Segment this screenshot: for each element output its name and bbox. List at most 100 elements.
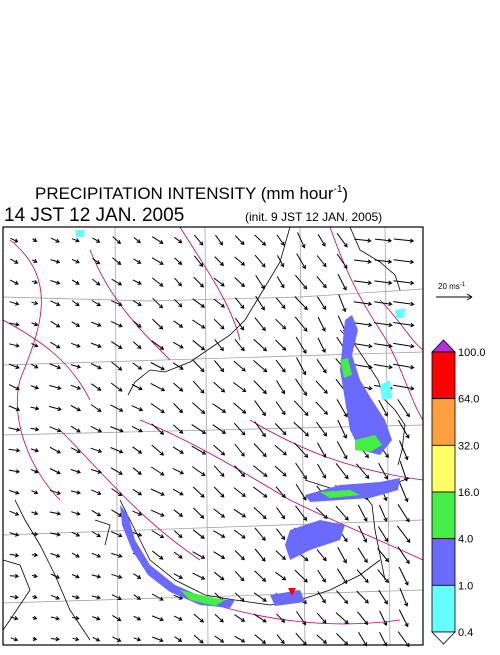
wind-arrow	[110, 467, 123, 475]
wind-arrow	[10, 594, 19, 600]
wind-arrow	[71, 531, 81, 537]
wind-arrow	[294, 569, 308, 583]
wind-arrow	[275, 318, 287, 330]
wind-arrow	[31, 300, 39, 306]
wind-arrow	[274, 423, 287, 436]
wind-arrow	[277, 255, 285, 268]
wind-arrow	[192, 466, 206, 476]
wind-arrow	[213, 571, 225, 581]
wind-arrow	[213, 486, 225, 498]
wind-arrow	[192, 380, 205, 394]
wind-arrow	[90, 468, 103, 474]
wind-arrow	[276, 634, 285, 645]
wind-arrow	[213, 551, 226, 559]
wind-arrow	[234, 465, 246, 478]
wind-arrow	[151, 530, 165, 538]
wind-arrow	[92, 237, 101, 243]
wind-arrow	[173, 403, 184, 414]
legend-level-label: 1.0	[458, 580, 473, 592]
wind-arrow	[50, 573, 60, 579]
wind-arrow	[233, 422, 246, 436]
wind-vectors	[8, 232, 415, 648]
wind-arrow	[297, 232, 306, 249]
wind-arrow	[399, 461, 408, 482]
wind-arrow	[49, 489, 61, 495]
wind-arrow	[31, 510, 39, 516]
wind-arrow	[335, 612, 349, 625]
wind-arrow	[378, 504, 388, 522]
wind-arrow	[92, 636, 101, 642]
wind-arrow	[295, 462, 307, 480]
wind-arrow	[110, 382, 123, 392]
wind-arrow	[151, 257, 164, 265]
wind-arrow	[112, 636, 122, 642]
wind-arrow	[294, 442, 309, 458]
wind-scale-label: 20 ms-1	[438, 282, 466, 291]
wind-arrow	[151, 593, 164, 601]
wind-arrow	[132, 362, 143, 370]
wind-arrow	[336, 441, 348, 460]
wind-arrow	[356, 590, 369, 604]
wind-arrow	[393, 322, 415, 328]
wind-arrow	[358, 525, 368, 543]
wind-arrow	[353, 343, 373, 349]
wind-arrow	[150, 362, 165, 371]
wind-arrow	[276, 528, 286, 541]
wind-arrow	[173, 615, 183, 621]
wind-arrow	[31, 552, 39, 558]
legend-level-label: 32.0	[458, 440, 479, 452]
wind-arrow	[32, 237, 38, 242]
wind-arrow	[31, 342, 39, 348]
legend-level-label: 16.0	[458, 487, 479, 499]
wind-arrow	[336, 568, 348, 585]
wind-arrow	[254, 421, 266, 438]
wind-arrow	[9, 510, 20, 516]
wind-arrow	[276, 234, 285, 246]
wind-arrow	[90, 404, 102, 412]
wind-arrow	[151, 615, 164, 622]
legend-level-label: 64.0	[458, 394, 479, 406]
wind-arrow	[214, 360, 225, 373]
wind-arrow	[192, 319, 206, 329]
wind-arrow	[50, 341, 61, 349]
legend-swatch	[431, 398, 456, 446]
wind-arrow	[91, 552, 102, 558]
wind-arrow	[31, 279, 39, 285]
wind-arrow	[110, 404, 124, 412]
wind-arrow	[151, 236, 164, 244]
wind-arrow	[374, 238, 393, 243]
wind-arrow	[374, 322, 393, 328]
wind-arrow	[353, 322, 373, 328]
wind-arrow	[357, 547, 368, 564]
wind-arrow	[72, 636, 80, 642]
wind-arrow	[111, 488, 123, 497]
wind-arrow	[316, 255, 327, 268]
wind-arrow	[10, 616, 19, 621]
wind-arrow	[91, 531, 101, 537]
wind-arrow	[233, 529, 246, 539]
wind-arrow	[71, 574, 80, 579]
wind-arrow	[315, 380, 328, 394]
legend-under-triangle	[431, 631, 456, 645]
wind-arrow	[10, 637, 19, 642]
wind-arrow	[91, 595, 101, 600]
wind-arrow	[295, 336, 307, 354]
legend-swatch	[431, 491, 456, 540]
wind-scale-arrowhead	[466, 293, 473, 301]
wind-arrow	[50, 532, 61, 537]
wind-arrow	[9, 553, 20, 558]
wind-arrow	[315, 401, 328, 415]
wind-arrow	[133, 237, 141, 244]
wind-arrow	[91, 489, 102, 495]
wind-arrow	[393, 342, 415, 349]
valid-time: 14 JST 12 JAN. 2005	[4, 205, 184, 226]
wind-arrow	[133, 615, 142, 621]
wind-arrow	[294, 316, 308, 332]
legend-swatch	[431, 444, 456, 493]
legend-over-triangle	[431, 339, 456, 353]
wind-arrow	[71, 238, 80, 243]
wind-arrow	[110, 320, 123, 328]
wind-arrow	[317, 463, 327, 479]
wind-arrow	[173, 509, 184, 517]
wind-arrow	[9, 532, 20, 537]
